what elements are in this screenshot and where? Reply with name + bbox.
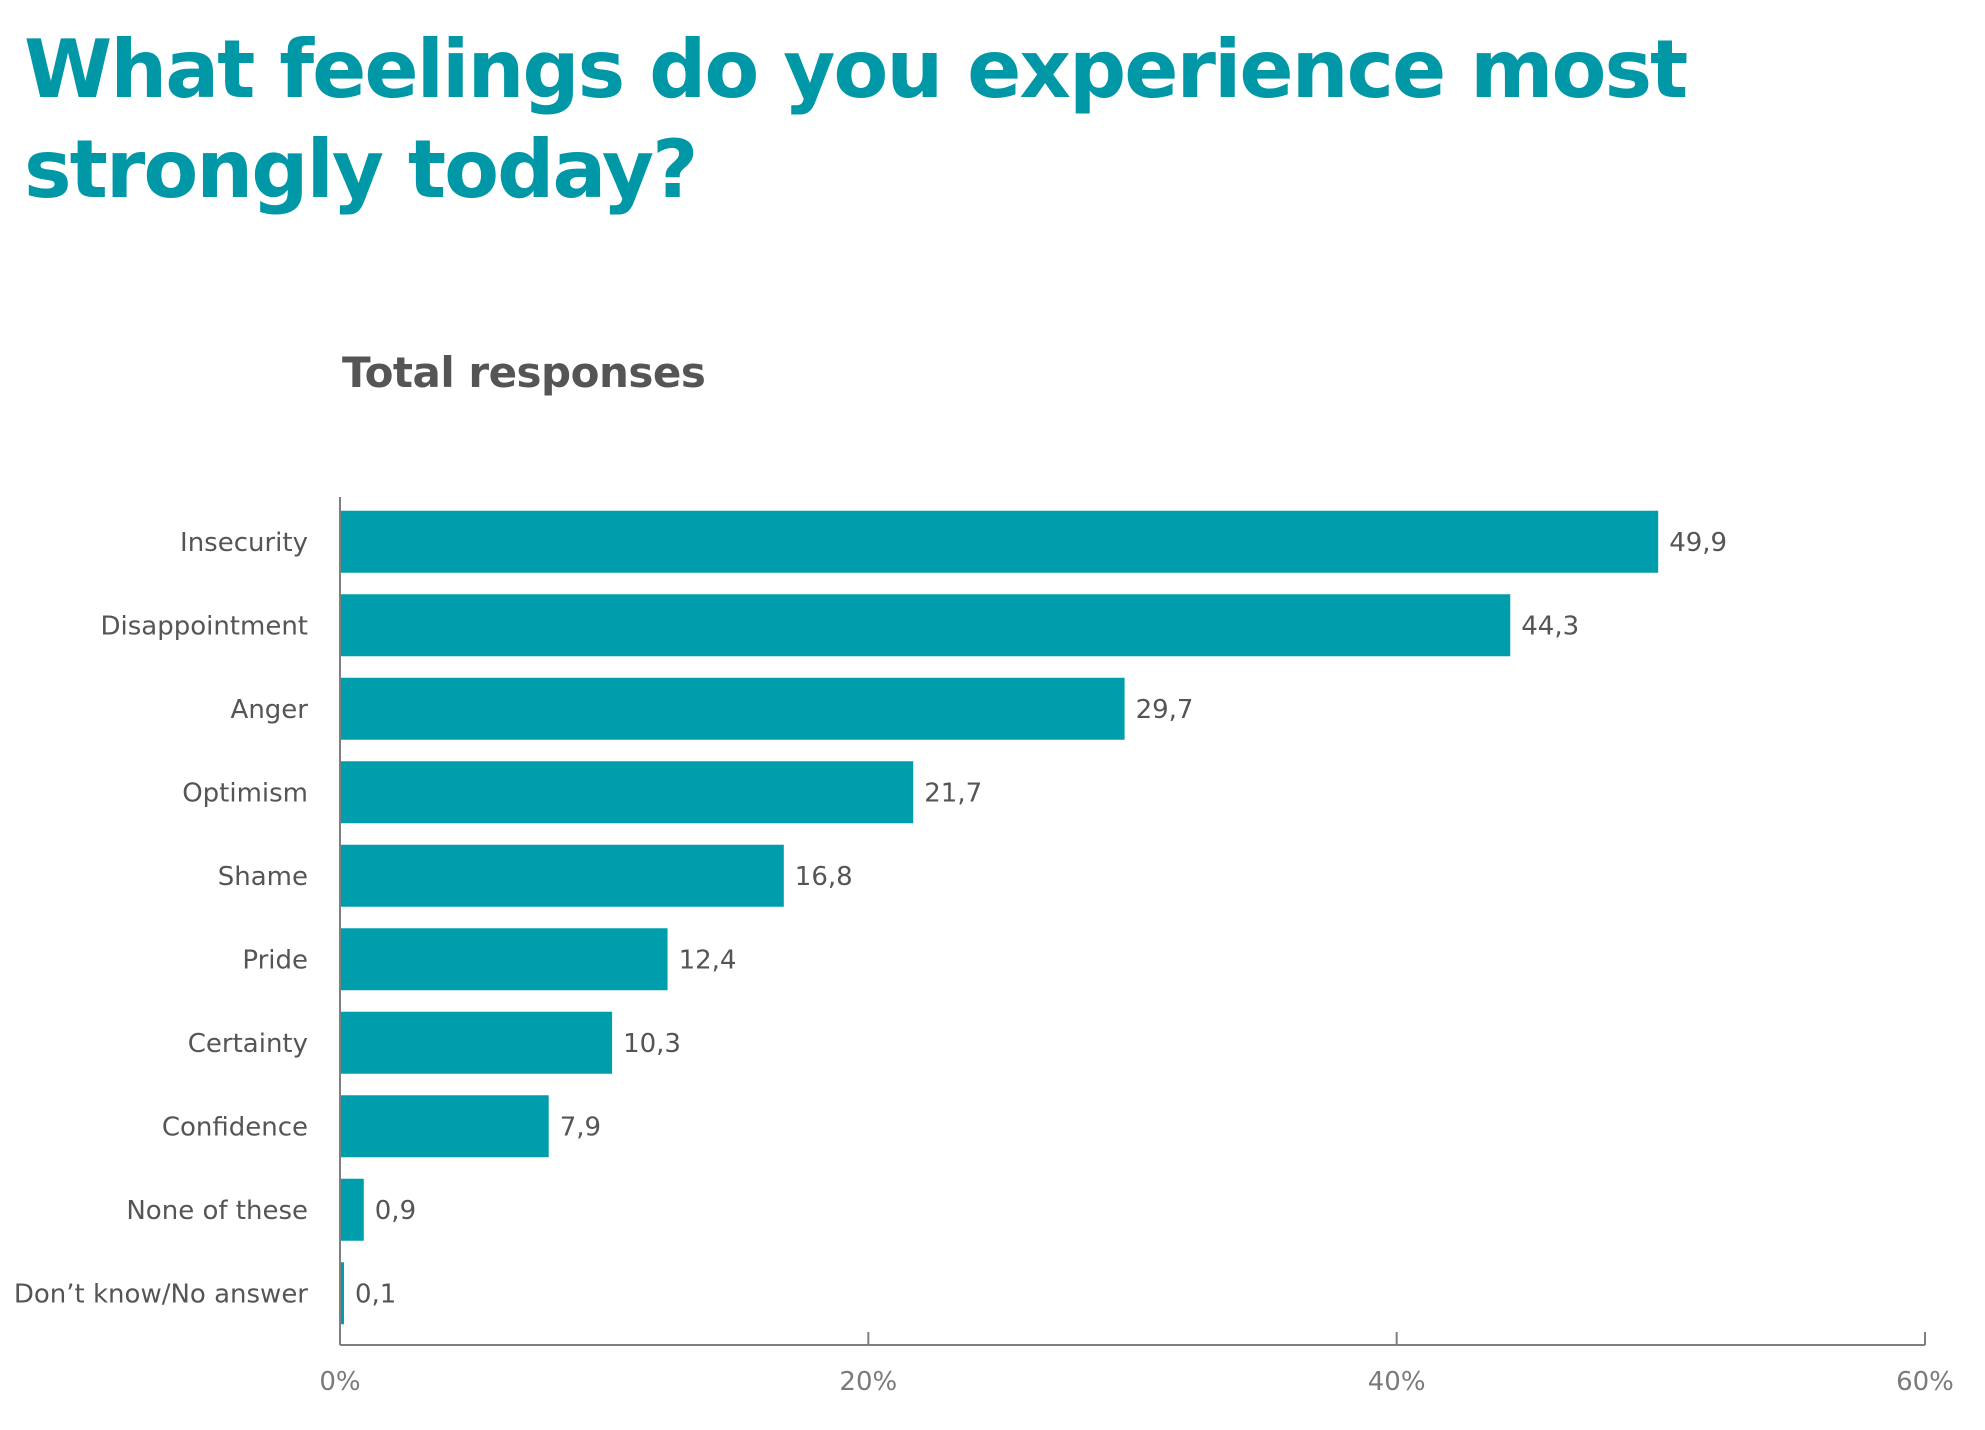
value-label: 44,3 [1521,611,1579,641]
value-label: 0,9 [375,1196,416,1226]
x-tick-label: 20% [839,1367,897,1397]
value-label: 21,7 [924,778,982,808]
bar [341,1095,549,1158]
category-label: Anger [231,695,309,725]
category-label: Disappointment [100,611,308,641]
value-label: 49,9 [1669,528,1727,558]
category-label: None of these [126,1196,308,1226]
bar [341,844,784,907]
bar [341,761,914,824]
category-label: Optimism [182,778,308,808]
x-tick-label: 40% [1368,1367,1426,1397]
value-label: 16,8 [795,862,853,892]
bar [341,677,1125,740]
bar [341,1178,364,1241]
value-label: 10,3 [623,1029,681,1059]
x-tick-label: 0% [319,1367,360,1397]
category-label: Confidence [162,1112,308,1142]
x-tick-label: 60% [1896,1367,1954,1397]
value-labels-group: 49,9 44,3 29,7 21,7 16,8 12,4 10,3 7,9 0,9 0,1 [355,528,1727,1310]
category-label: Certainty [188,1029,308,1059]
bar [341,928,668,991]
bar [341,594,1511,657]
category-label: Don’t know/No answer [14,1279,308,1309]
value-label: 29,7 [1136,695,1194,725]
category-label: Insecurity [180,528,308,558]
bar [341,1262,344,1325]
bars-group [341,510,1659,1325]
page-title: What feelings do you experience most str… [24,23,1688,216]
category-labels-group: Insecurity Disappointment Anger Optimism Sha… [14,528,308,1310]
category-label: Shame [218,862,308,892]
value-label: 12,4 [679,945,737,975]
value-label: 7,9 [560,1112,601,1142]
bar [341,510,1659,573]
tick-labels-group: 0% 20% 40% 60% [319,1367,1954,1397]
chart-subtitle: Total responses [342,348,706,397]
bar [341,1011,613,1074]
value-label: 0,1 [355,1279,396,1309]
axes-group [339,497,1926,1346]
category-label: Pride [242,945,308,975]
